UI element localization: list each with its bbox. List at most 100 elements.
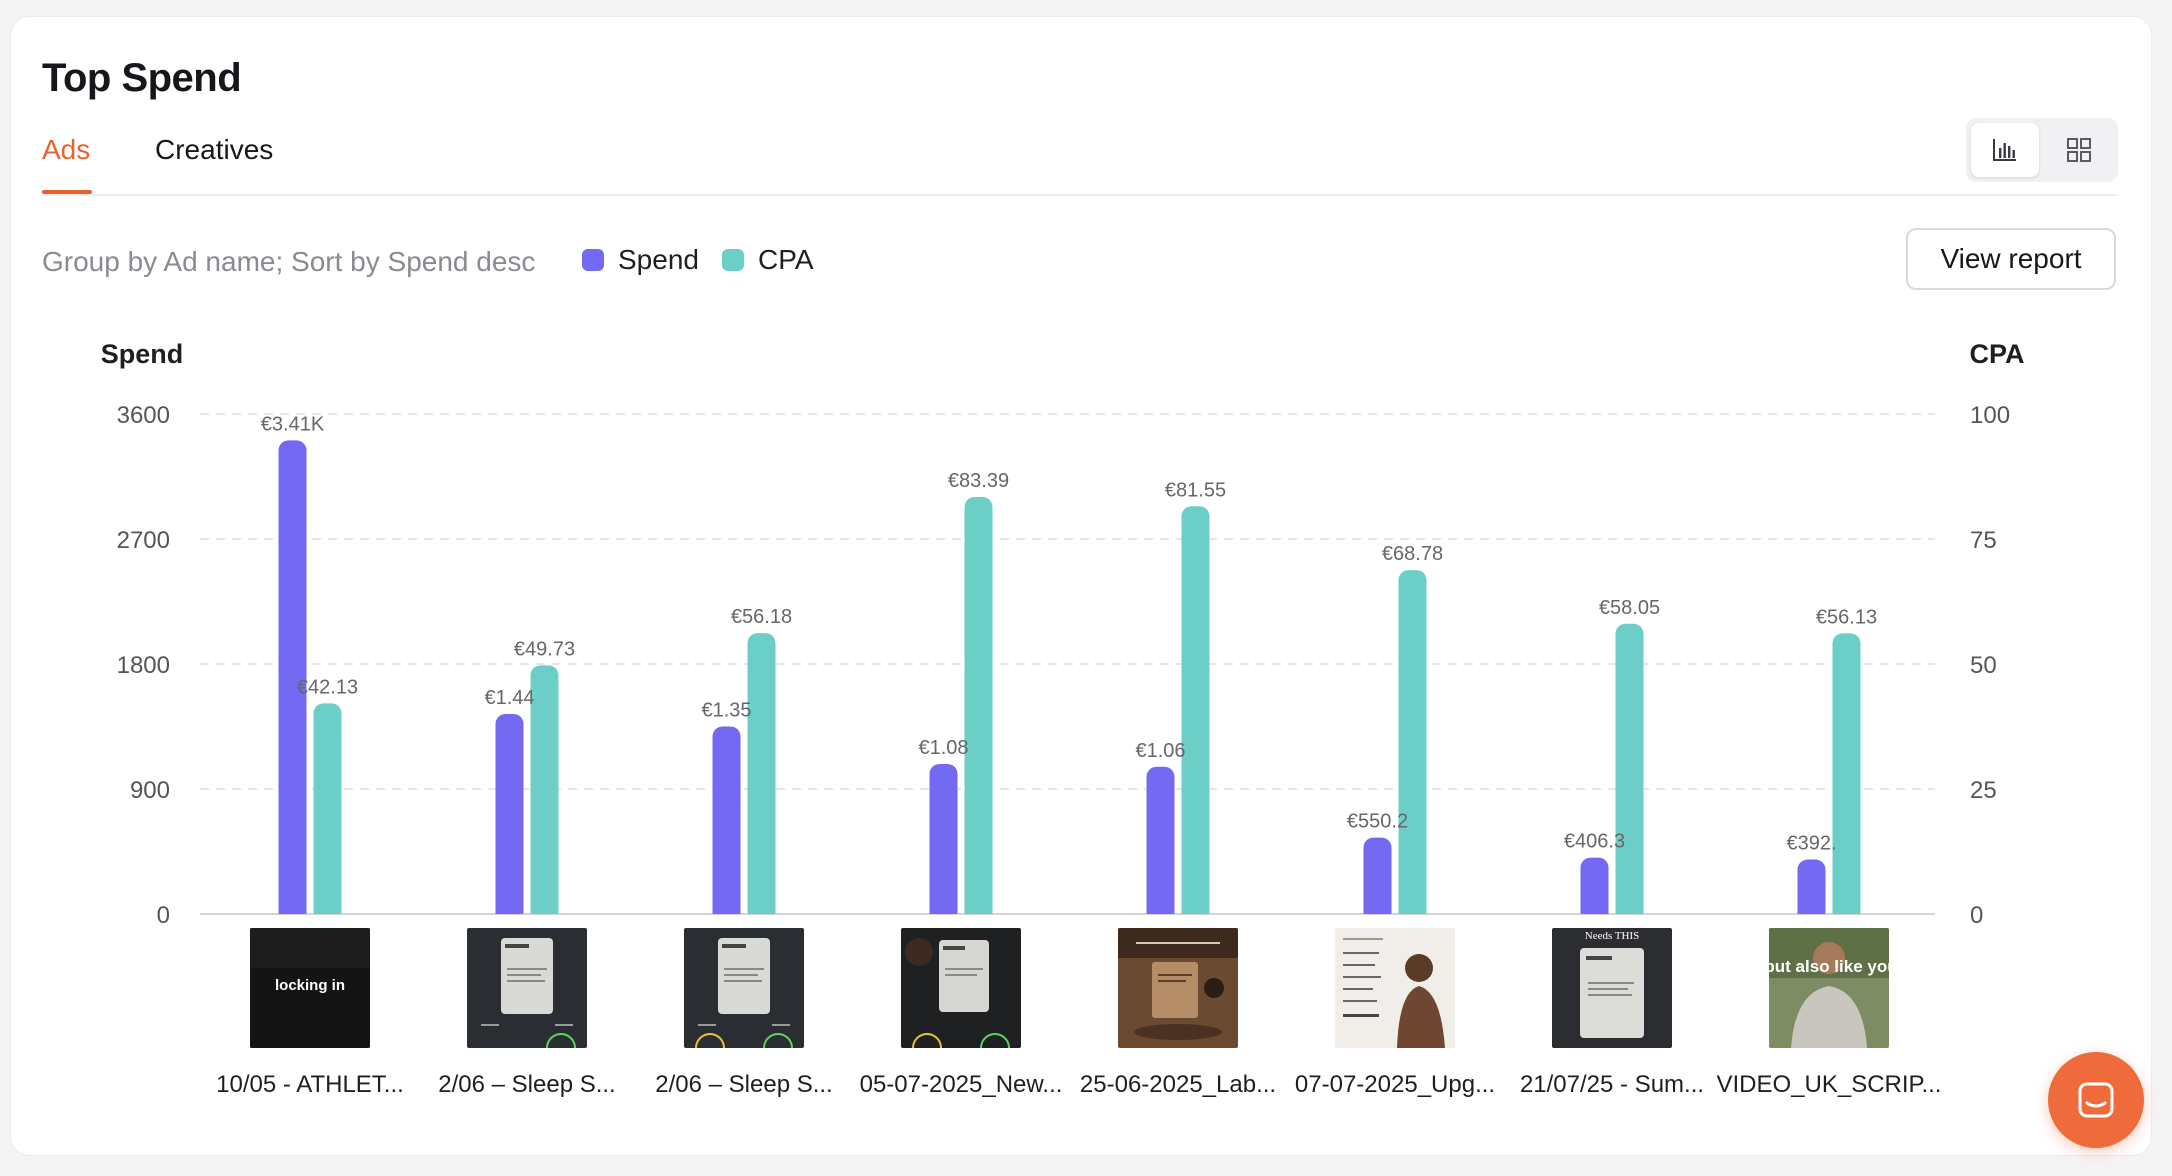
view-toggle bbox=[1966, 118, 2118, 182]
data-label-cpa: €49.73 bbox=[514, 638, 575, 660]
checklist-person-icon bbox=[1335, 928, 1455, 1048]
bar-cpa-base bbox=[747, 902, 776, 914]
data-label-spend: €1.44 bbox=[484, 687, 534, 709]
bar-cpa bbox=[530, 665, 559, 914]
x-tick-label: 2/06 – Sleep S... bbox=[438, 1071, 615, 1098]
x-tick-label: 10/05 - ATHLET... bbox=[216, 1071, 404, 1098]
bar-spend bbox=[1146, 766, 1175, 914]
bar-spend-base bbox=[1363, 902, 1392, 914]
tab-creatives[interactable]: Creatives bbox=[155, 134, 274, 165]
y-tick-label-left: 1800 bbox=[117, 652, 170, 679]
legend-swatch-cpa bbox=[722, 249, 744, 271]
bar-cpa bbox=[1615, 623, 1644, 914]
bar-cpa bbox=[747, 633, 776, 914]
ad-thumbnail-1-caption: locking in bbox=[275, 977, 345, 994]
bar-spend-base bbox=[1580, 902, 1609, 914]
bar-spend-base bbox=[278, 902, 307, 914]
bar-spend-base bbox=[929, 902, 958, 914]
data-label-cpa: €42.13 bbox=[297, 676, 358, 698]
ad-thumbnail-6[interactable] bbox=[1335, 928, 1455, 1048]
grid-view-button[interactable] bbox=[2045, 123, 2113, 177]
pouch-icon: Needs THIS bbox=[1552, 928, 1672, 1048]
bar-cpa bbox=[313, 703, 342, 914]
data-label-spend: €392. bbox=[1786, 833, 1836, 855]
grid-icon bbox=[2067, 138, 2091, 162]
bar-spend bbox=[1580, 857, 1609, 914]
y-tick-label-right: 50 bbox=[1970, 652, 1997, 679]
bar-spend bbox=[1797, 859, 1826, 914]
bar-spend bbox=[1363, 837, 1392, 914]
bar-cpa bbox=[1832, 633, 1861, 914]
ad-thumbnail-7[interactable]: Needs THIS bbox=[1552, 928, 1672, 1048]
tab-ads[interactable]: Ads bbox=[42, 134, 91, 165]
bar-spend bbox=[712, 726, 741, 914]
ad-thumbnail-3[interactable] bbox=[684, 928, 804, 1048]
ad-thumbnail-8-caption: but also like you bbox=[1769, 957, 1889, 976]
y-tick-label-right: 25 bbox=[1970, 777, 1997, 804]
data-label-spend: €3.41K bbox=[261, 413, 325, 435]
data-label-cpa: €56.18 bbox=[731, 606, 792, 628]
y-tick-label-left: 2700 bbox=[117, 527, 170, 554]
data-label-spend: €406.3 bbox=[1564, 831, 1625, 853]
page-title: Top Spend bbox=[42, 56, 242, 100]
pouch-icon bbox=[901, 928, 1021, 1048]
active-tab-indicator bbox=[42, 190, 92, 194]
ad-thumbnail-7-caption: Needs THIS bbox=[1585, 930, 1639, 942]
data-label-cpa: €81.55 bbox=[1165, 479, 1226, 501]
y-tick-label-left: 900 bbox=[130, 777, 170, 804]
group-sort-description: Group by Ad name; Sort by Spend desc bbox=[42, 246, 536, 277]
x-tick-label: 21/07/25 - Sum... bbox=[1520, 1071, 1704, 1098]
bar-spend-base bbox=[1797, 902, 1826, 914]
legend-swatch-spend bbox=[582, 249, 604, 271]
bar-spend-base bbox=[1146, 902, 1175, 914]
pouch-icon bbox=[684, 928, 804, 1048]
bar-cpa-base bbox=[1398, 902, 1427, 914]
bar-cpa-base bbox=[313, 902, 342, 914]
data-label-cpa: €83.39 bbox=[948, 470, 1009, 492]
ad-thumbnail-5[interactable] bbox=[1118, 928, 1238, 1048]
chat-launcher-button[interactable] bbox=[2048, 1052, 2144, 1148]
data-label-cpa: €68.78 bbox=[1382, 543, 1443, 565]
y-tick-label-right: 100 bbox=[1970, 402, 2010, 429]
legend-spend[interactable]: Spend bbox=[582, 244, 699, 276]
coffee-scene-icon bbox=[1118, 928, 1238, 1048]
bar-cpa bbox=[964, 497, 993, 914]
chat-icon bbox=[2078, 1082, 2114, 1118]
tab-divider bbox=[42, 194, 2117, 196]
bar-cpa-base bbox=[1181, 902, 1210, 914]
legend-cpa[interactable]: CPA bbox=[722, 244, 814, 276]
bar-spend bbox=[278, 440, 307, 914]
bar-cpa-base bbox=[1832, 902, 1861, 914]
data-label-spend: €1.08 bbox=[918, 737, 968, 759]
bar-cpa bbox=[1181, 506, 1210, 914]
x-tick-label: 07-07-2025_Upg... bbox=[1295, 1071, 1495, 1098]
legend-label-spend: Spend bbox=[618, 244, 699, 275]
bar-chart-view-button[interactable] bbox=[1971, 123, 2039, 177]
x-tick-label: 25-06-2025_Lab... bbox=[1080, 1071, 1276, 1098]
y-tick-label-right: 75 bbox=[1970, 527, 1997, 554]
bar-chart-icon bbox=[1993, 139, 2016, 161]
y-axis-title-right: CPA bbox=[1969, 339, 2024, 369]
data-label-cpa: €56.13 bbox=[1816, 606, 1877, 628]
bar-cpa bbox=[1398, 570, 1427, 914]
x-tick-label: 05-07-2025_New... bbox=[860, 1071, 1063, 1098]
data-label-spend: €1.35 bbox=[701, 700, 751, 722]
bar-spend-base bbox=[712, 902, 741, 914]
y-tick-label-left: 0 bbox=[157, 902, 170, 929]
data-label-spend: €1.06 bbox=[1135, 740, 1185, 762]
ad-thumbnail-2[interactable] bbox=[467, 928, 587, 1048]
ad-thumbnail-1-image: locking in bbox=[250, 928, 370, 1048]
bar-cpa-base bbox=[1615, 902, 1644, 914]
pouch-icon bbox=[467, 928, 587, 1048]
data-label-cpa: €58.05 bbox=[1599, 597, 1660, 619]
person-outdoor-icon: but also like you bbox=[1769, 928, 1889, 1048]
ad-thumbnail-4[interactable] bbox=[901, 928, 1021, 1048]
ad-thumbnail-8[interactable]: but also like you bbox=[1769, 928, 1889, 1048]
ad-thumbnail-1[interactable]: locking in bbox=[250, 928, 370, 1048]
bar-cpa-base bbox=[530, 902, 559, 914]
legend-label-cpa: CPA bbox=[758, 244, 814, 275]
view-report-button[interactable]: View report bbox=[1906, 228, 2116, 290]
bar-spend-base bbox=[495, 902, 524, 914]
spend-cpa-chart: Spend CPA 0 900 1800 2700 3600 0 25 50 75 100 €3.41K… bbox=[101, 339, 2025, 1098]
bar-spend bbox=[495, 714, 524, 914]
